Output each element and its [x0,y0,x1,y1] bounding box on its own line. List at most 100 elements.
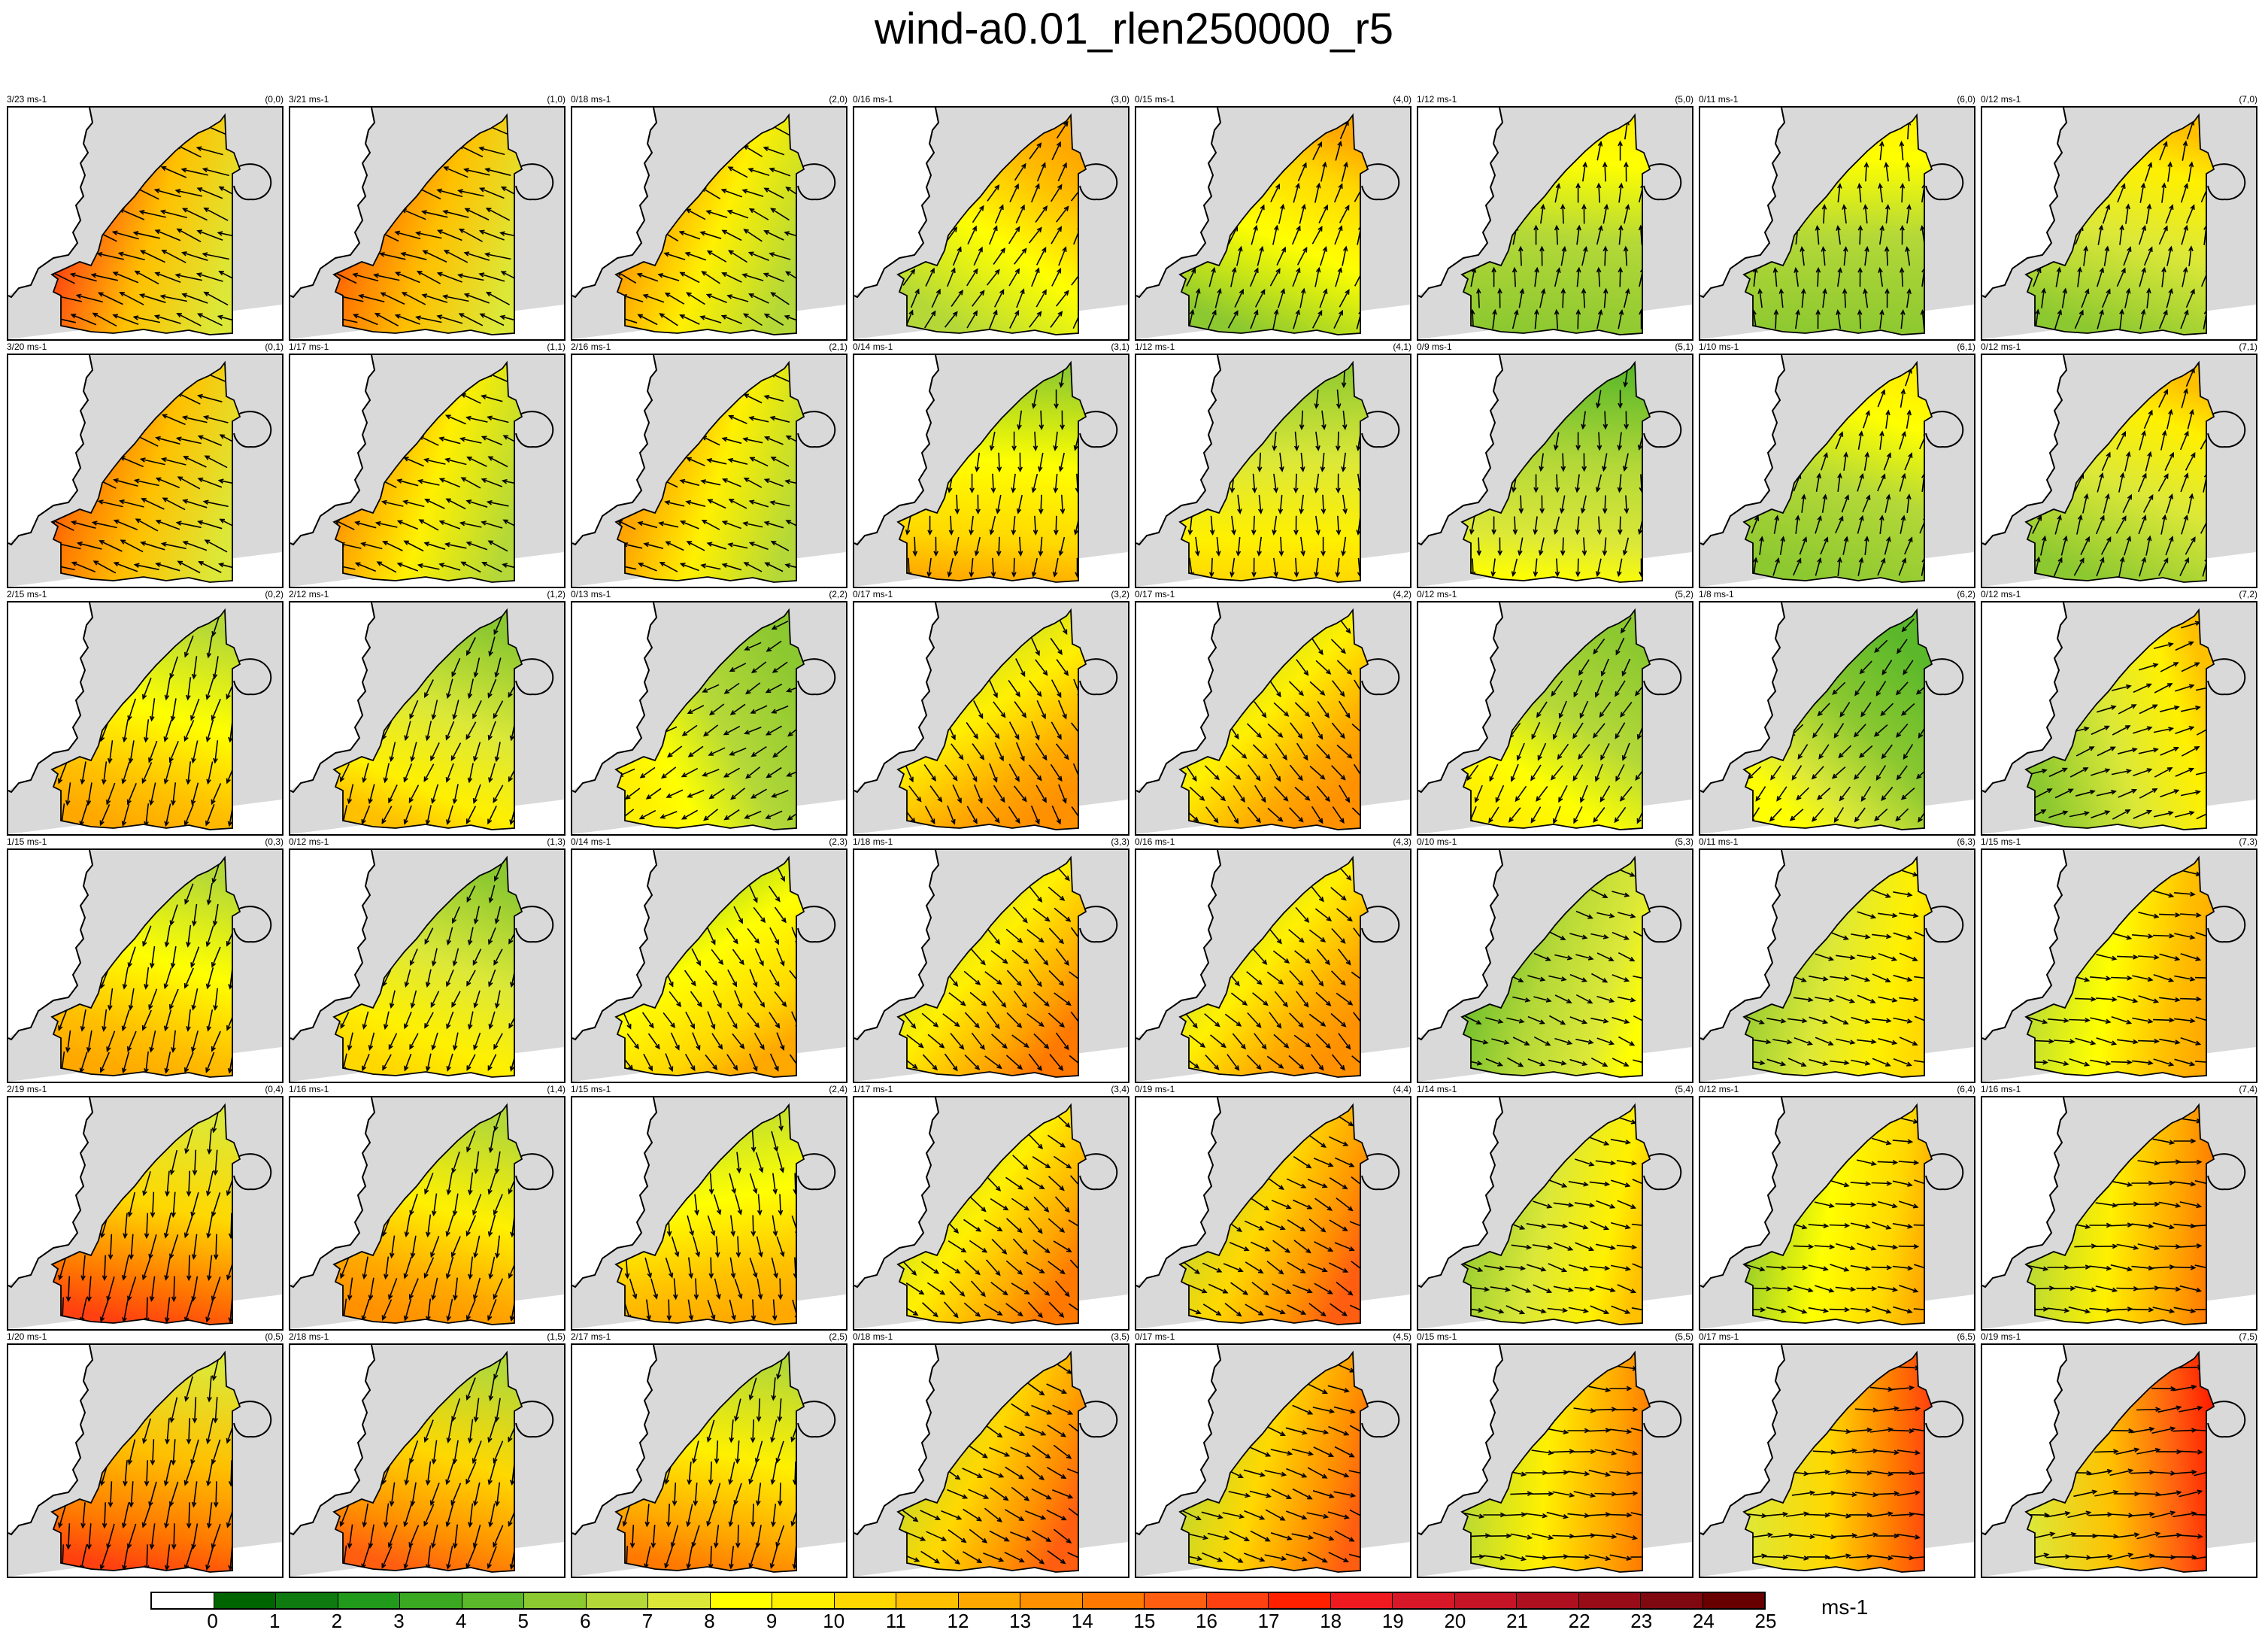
wind-arrow [1772,1286,1793,1291]
wind-arrow [910,288,920,308]
wind-arrow [1510,763,1519,782]
wind-arrow [972,743,985,760]
wind-arrow [484,252,511,260]
domain-outline [1460,113,1651,335]
wind-arrow [487,456,508,468]
wind-arrow [1793,267,1799,287]
panel-range-label: 0/14 ms-1 [853,341,893,352]
wind-arrow [1008,268,1020,287]
wind-arrow [141,498,165,510]
wind-arrow [404,969,411,988]
wind-arrow [1575,182,1581,203]
wind-arrow [1028,1217,1043,1234]
wind-arrow [1288,681,1305,697]
wind-arrow [360,542,383,550]
wind-arrow [1005,1176,1024,1190]
wind-arrow [1233,785,1245,803]
wind-arrow [1776,786,1787,802]
wind-map [1982,1345,2256,1577]
water-area [1136,108,1220,296]
wind-arrow [2160,789,2180,798]
wind-arrow [665,1257,674,1279]
wind-arrow [1609,1554,1633,1561]
wind-speed-field [1180,115,1368,335]
wind-arrow [446,1053,453,1072]
wind-arrow [431,1032,438,1051]
wind-speed-field [52,610,240,830]
wind-arrow [1874,808,1888,821]
wind-arrow [2152,1307,2176,1314]
wind-arrow [431,1524,438,1549]
wind-arrow [963,1219,982,1232]
wind-arrow [127,698,136,721]
wind-arrow [636,272,659,282]
wind-arrow [1466,764,1479,782]
wind-speed-field [1744,363,1932,582]
wind-arrow [1336,660,1353,675]
wind-arrow [75,293,103,303]
wind-map [1136,1345,1410,1577]
wind-arrow [2133,726,2153,734]
wind-arrow [1306,1428,1330,1435]
wind-arrow [113,561,138,572]
wind-arrow [1848,1427,1873,1433]
wind-arrow [1311,970,1324,987]
wind-arrow [924,806,935,825]
wind-arrow [672,1278,678,1301]
wind-arrow [1011,1282,1030,1295]
wind-arrow [1899,266,1905,287]
domain-outline [50,855,241,1078]
wind-speed-field [1462,610,1650,830]
wind-arrow [2110,1222,2133,1228]
wind-arrow [1872,1058,1891,1067]
wind-arrow [431,948,438,967]
wind-arrow [452,1193,459,1217]
wind-arrow [108,988,114,1011]
wind-arrow [186,1170,192,1197]
wind-arrow [1287,1261,1306,1273]
wind-arrow [163,1460,171,1487]
water-area [854,108,938,296]
wind-arrow [1877,389,1886,408]
wind-arrow [728,250,747,263]
map-panel-2-4: 1/15 ms-1 (2,4) [571,1084,847,1331]
coastline [572,850,658,1041]
wind-arrow [2101,451,2111,472]
wind-arrow [1548,1179,1568,1188]
coastline [1982,1097,2068,1288]
wind-arrow [1270,183,1280,202]
wind-arrow [1860,702,1872,718]
wind-arrow [2112,809,2131,820]
wind-arrow [381,1299,393,1321]
wind-arrow [1596,390,1602,409]
wind-arrow [472,1524,481,1549]
domain-outline [2024,855,2215,1078]
wind-arrow [2102,204,2111,224]
wind-arrow [1527,1058,1546,1067]
wind-arrow [1035,659,1048,676]
wind-arrow [1836,225,1841,245]
map-panel-7-5: 0/19 ms-1 (7,5) [1981,1331,2257,1578]
wind-arrow [2157,1490,2182,1496]
wind-arrow [1595,558,1602,578]
wind-arrow [973,700,984,720]
wind-arrow [2139,182,2146,203]
wind-arrow [163,1213,171,1239]
wind-map [1136,355,1410,587]
wind-vectors [899,1112,1086,1319]
wind-vectors [616,372,804,572]
wind-arrow [975,494,981,515]
wind-arrow [771,621,789,630]
map-panel-0-5: 1/20 ms-1 (0,5) [7,1331,284,1578]
wind-arrow [1900,224,1905,245]
wind-arrow [684,1054,696,1072]
wind-arrow [663,252,686,261]
coastline [1418,108,1504,299]
wind-arrow [2026,1264,2049,1271]
wind-arrow [1335,266,1342,287]
wind-arrow [2180,953,2202,961]
domain-outline [1742,855,1933,1078]
wind-arrow [1615,1407,1639,1413]
wind-arrow [2132,933,2154,939]
wind-arrow [1835,1201,1857,1207]
